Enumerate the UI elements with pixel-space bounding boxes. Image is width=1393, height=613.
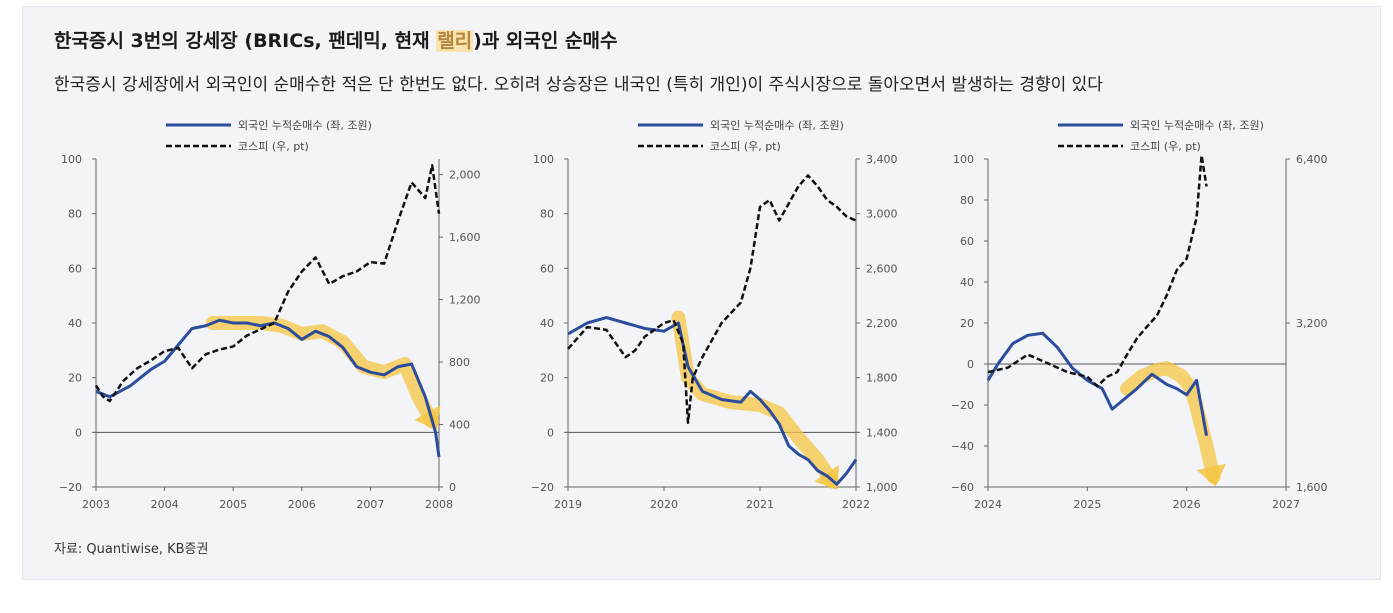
legend: 외국인 누적순매수 (좌, 조원) 코스피 (우, pt)	[166, 119, 372, 153]
y-tick-label-left: 80	[68, 208, 82, 221]
y-tick-label-left: −20	[951, 399, 974, 412]
trend-highlight	[1120, 361, 1221, 484]
y-tick-label-right: 800	[449, 356, 470, 369]
y-tick-label-left: 60	[68, 262, 82, 275]
title-highlight: 랠리	[436, 30, 474, 52]
y-tick-label-left: 100	[953, 153, 974, 166]
legend: 외국인 누적순매수 (좌, 조원) 코스피 (우, pt)	[1058, 119, 1264, 153]
y-tick-label-left: −20	[531, 481, 554, 494]
y-tick-label-right: 1,600	[1296, 481, 1328, 494]
x-tick-label: 2021	[746, 498, 774, 511]
y-tick-label-right: 6,400	[1296, 153, 1328, 166]
series-line-foreign	[567, 316, 858, 486]
legend-label-kospi: 코스피 (우, pt)	[238, 140, 309, 153]
legend-label-kospi: 코스피 (우, pt)	[1130, 140, 1201, 153]
y-tick-label-left: 80	[540, 208, 554, 221]
page-subtitle: 한국증시 강세장에서 외국인이 순매수한 적은 단 한번도 없다. 오히려 상승…	[54, 75, 1103, 95]
trend-highlight	[205, 316, 440, 429]
y-tick-label-left: 20	[960, 317, 974, 330]
source-note: 자료: Quantiwise, KB증권	[54, 542, 209, 557]
y-tick-label-right: 2,200	[866, 317, 898, 330]
chart-brics: 외국인 누적순매수 (좌, 조원)코스피 (우, pt)100806040200…	[59, 119, 481, 511]
y-tick-label-right: 3,000	[866, 208, 898, 221]
x-tick-label: 2004	[151, 498, 179, 511]
x-tick-label: 2019	[554, 498, 582, 511]
x-tick-label: 2027	[1272, 498, 1300, 511]
y-tick-label-right: 2,600	[866, 262, 898, 275]
y-tick-label-left: 0	[75, 426, 82, 439]
x-tick-label: 2005	[219, 498, 247, 511]
legend-label-kospi: 코스피 (우, pt)	[710, 140, 781, 153]
trend-arrowhead	[1196, 463, 1226, 487]
y-tick-label-right: 1,400	[866, 426, 898, 439]
y-tick-label-right: 1,200	[449, 294, 481, 307]
title-prefix: 한국증시 3번의 강세장 (BRICs, 팬데믹, 현재	[54, 30, 437, 52]
y-tick-label-left: −60	[951, 481, 974, 494]
legend-label-foreign: 외국인 누적순매수 (좌, 조원)	[1130, 119, 1264, 132]
series-line-kospi	[94, 163, 441, 403]
y-tick-label-right: 2,000	[449, 169, 481, 182]
title-suffix: )과 외국인 순매수	[473, 30, 618, 52]
y-tick-label-right: 400	[449, 419, 470, 432]
chart-current-rally: 외국인 누적순매수 (좌, 조원) 코스피 (우, pt) 100 80 60 40 20 0…	[951, 119, 1328, 511]
y-tick-label-left: 0	[967, 358, 974, 371]
y-tick-label-right: 1,000	[866, 481, 898, 494]
series-line-foreign	[95, 318, 441, 458]
series-line-foreign	[986, 331, 1209, 437]
x-tick-label: 2003	[82, 498, 110, 511]
y-tick-label-left: 40	[68, 317, 82, 330]
y-tick-label-left: 60	[540, 262, 554, 275]
x-tick-label: 2022	[842, 498, 870, 511]
legend-label-foreign: 외국인 누적순매수 (좌, 조원)	[710, 119, 844, 132]
x-tick-label: 2020	[650, 498, 678, 511]
x-tick-label: 2008	[425, 498, 453, 511]
y-tick-label-left: −20	[59, 481, 82, 494]
chart-pandemic: 외국인 누적순매수 (좌, 조원) 코스피 (우, pt) 100 80 60 40 20 0…	[531, 119, 898, 511]
x-tick-label: 2007	[356, 498, 384, 511]
series-line-kospi	[567, 174, 857, 425]
y-tick-label-left: −40	[951, 440, 974, 453]
x-tick-label: 2026	[1173, 498, 1201, 511]
x-tick-label: 2006	[288, 498, 316, 511]
legend: 외국인 누적순매수 (좌, 조원) 코스피 (우, pt)	[638, 119, 844, 153]
y-tick-label-right: 1,600	[449, 231, 481, 244]
y-tick-label-left: 100	[61, 153, 82, 166]
page-title: 한국증시 3번의 강세장 (BRICs, 팬데믹, 현재 랠리)과 외국인 순매…	[54, 26, 617, 53]
y-tick-label-left: 60	[960, 235, 974, 248]
y-tick-label-left: 40	[540, 317, 554, 330]
x-tick-label: 2024	[974, 498, 1002, 511]
y-tick-label-right: 1,800	[866, 372, 898, 385]
y-tick-label-left: 100	[533, 153, 554, 166]
y-tick-label-right: 3,200	[1296, 317, 1328, 330]
series-line-kospi	[987, 154, 1208, 388]
x-tick-label: 2025	[1073, 498, 1101, 511]
legend-label-foreign: 외국인 누적순매수 (좌, 조원)	[238, 119, 372, 132]
y-tick-label-left: 20	[540, 372, 554, 385]
y-tick-label-right: 3,400	[866, 153, 898, 166]
trend-highlight	[671, 310, 839, 489]
y-tick-label-left: 80	[960, 194, 974, 207]
chart-panel	[22, 6, 1381, 580]
y-tick-label-left: 40	[960, 276, 974, 289]
y-tick-label-left: 20	[68, 372, 82, 385]
y-tick-label-left: 0	[547, 426, 554, 439]
y-tick-label-right: 0	[449, 481, 456, 494]
